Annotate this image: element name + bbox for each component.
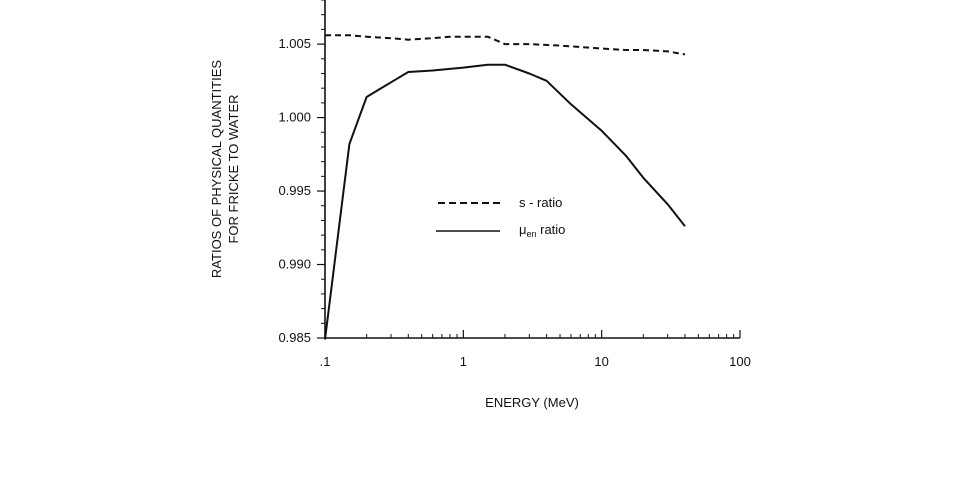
series-layer (324, 34, 686, 340)
x-axis-title: ENERGY (MeV) (485, 395, 579, 410)
legend-mu-rest: ratio (537, 222, 566, 237)
x-tick-label: 100 (729, 354, 751, 369)
legend: s - ratio μen ratio (436, 195, 565, 239)
axes (324, 0, 740, 339)
x-tick-label: 1 (460, 354, 467, 369)
series-line-mu-en-ratio (324, 63, 686, 340)
y-tick-label: 0.995 (278, 183, 311, 198)
ticks (317, 0, 741, 339)
y-tick-label: 1.000 (278, 110, 311, 125)
tick-labels: 0.985 0.990 0.995 1.000 1.005 .1 1 10 100 (278, 36, 750, 369)
legend-mu-symbol: μ (519, 222, 527, 237)
y-tick-label: 0.985 (278, 330, 311, 345)
x-tick-label: .1 (320, 354, 331, 369)
y-tick-label: 0.990 (278, 257, 311, 272)
y-axis-title-line-2: FOR FRICKE TO WATER (226, 94, 241, 243)
x-tick-label: 10 (594, 354, 608, 369)
y-axis-title-line-1: RATIOS OF PHYSICAL QUANTITIES (209, 60, 224, 278)
y-tick-label: 1.005 (278, 36, 311, 51)
legend-mu-subscript: en (527, 229, 537, 239)
legend-label-s-ratio: s - ratio (519, 195, 562, 210)
y-axis-title: RATIOS OF PHYSICAL QUANTITIES FOR FRICKE… (209, 60, 241, 278)
series-line-s-ratio (325, 34, 686, 56)
legend-label-mu-en-ratio: μen ratio (519, 222, 565, 239)
